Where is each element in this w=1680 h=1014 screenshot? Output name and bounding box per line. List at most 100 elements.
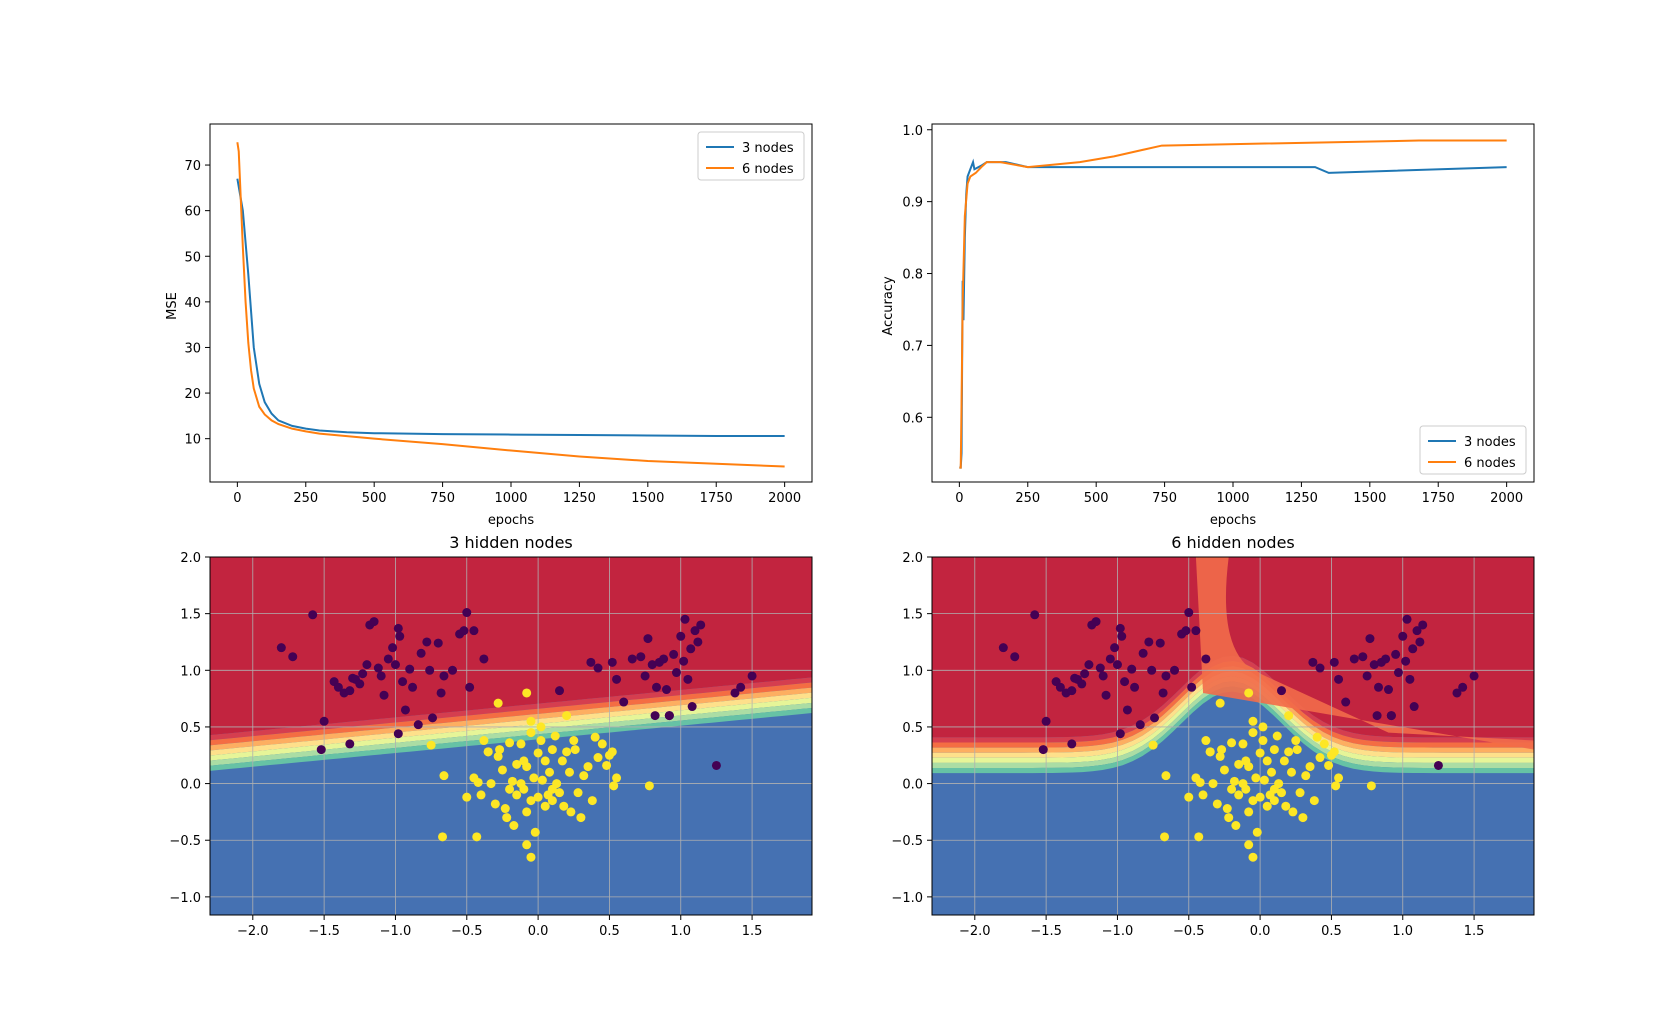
y-tick-label: 2.0	[180, 551, 201, 566]
point-class-0	[1095, 663, 1105, 673]
point-class-1	[1305, 762, 1315, 772]
point-class-1	[1244, 840, 1254, 850]
point-class-1	[1284, 747, 1294, 757]
x-tick-label: 0.5	[1321, 924, 1342, 939]
y-tick-label: 1.0	[902, 124, 923, 139]
point-class-0	[1158, 688, 1168, 698]
point-class-1	[426, 740, 436, 750]
point-class-1	[1331, 781, 1341, 791]
point-class-1	[537, 775, 547, 785]
point-class-1	[570, 745, 580, 755]
point-class-0	[612, 674, 622, 684]
legend-label: 3 nodes	[742, 141, 794, 156]
x-tick-label: 2000	[1490, 491, 1523, 506]
point-class-1	[493, 751, 503, 761]
point-class-0	[1381, 654, 1391, 664]
point-class-1	[1238, 739, 1248, 749]
point-class-0	[425, 665, 435, 675]
point-class-0	[687, 702, 697, 712]
x-tick-label: 1.0	[670, 924, 691, 939]
point-class-1	[1234, 790, 1244, 800]
point-class-1	[1212, 799, 1222, 809]
y-tick-label: 0.0	[180, 778, 201, 793]
x-tick-label: 500	[362, 491, 387, 506]
point-class-0	[459, 626, 469, 636]
point-class-0	[1433, 760, 1443, 770]
point-class-1	[1258, 736, 1268, 746]
point-class-1	[576, 813, 586, 823]
point-class-0	[369, 617, 379, 627]
point-class-1	[1309, 796, 1319, 806]
point-class-1	[1295, 788, 1305, 798]
point-class-1	[1252, 827, 1262, 837]
point-class-0	[1349, 654, 1359, 664]
point-class-0	[690, 626, 700, 636]
point-class-0	[390, 660, 400, 670]
point-class-0	[1038, 745, 1048, 755]
point-class-0	[679, 656, 689, 666]
legend-label: 6 nodes	[1464, 456, 1516, 471]
point-class-1	[557, 756, 567, 766]
point-class-1	[1315, 753, 1325, 763]
point-class-0	[319, 716, 329, 726]
point-class-0	[1398, 631, 1408, 641]
point-class-0	[1147, 665, 1157, 675]
point-class-1	[1312, 732, 1322, 742]
point-class-0	[379, 690, 389, 700]
point-class-0	[288, 652, 298, 662]
point-class-1	[493, 698, 503, 708]
mse-ylabel: MSE	[165, 292, 180, 320]
y-tick-label: 1.5	[902, 608, 923, 623]
y-tick-label: 0.0	[902, 778, 923, 793]
point-class-1	[1258, 722, 1268, 732]
y-tick-label: 0.6	[902, 411, 923, 426]
point-class-0	[1308, 657, 1318, 667]
point-class-1	[612, 773, 622, 783]
point-class-1	[1277, 788, 1287, 798]
point-class-0	[1372, 711, 1382, 721]
point-class-1	[644, 781, 654, 791]
y-tick-label: 20	[184, 387, 201, 402]
point-class-0	[405, 664, 415, 674]
point-class-1	[1267, 767, 1277, 777]
point-class-1	[526, 716, 536, 726]
y-tick-label: 50	[184, 250, 201, 265]
point-class-1	[1205, 747, 1215, 757]
point-class-0	[643, 634, 653, 644]
y-tick-label: −0.5	[169, 834, 201, 849]
x-tick-label: 1500	[1353, 491, 1386, 506]
point-class-0	[1155, 638, 1165, 648]
point-class-1	[564, 767, 574, 777]
point-class-0	[640, 671, 650, 681]
point-class-1	[479, 736, 489, 746]
point-class-1	[1248, 852, 1258, 862]
point-class-0	[1144, 637, 1154, 647]
point-class-0	[1120, 677, 1130, 687]
point-class-1	[509, 821, 519, 830]
point-class-1	[505, 738, 515, 748]
point-class-0	[465, 682, 475, 692]
point-class-0	[593, 663, 603, 673]
point-class-1	[1161, 771, 1171, 781]
point-class-1	[540, 756, 550, 766]
point-class-1	[522, 762, 532, 772]
point-class-0	[448, 665, 458, 675]
point-class-1	[609, 781, 619, 791]
point-class-0	[652, 682, 662, 692]
point-class-0	[586, 657, 596, 667]
point-class-0	[1358, 652, 1368, 662]
x-tick-label: 0.0	[1250, 924, 1271, 939]
point-class-1	[486, 779, 496, 789]
point-class-0	[408, 682, 418, 692]
point-class-0	[1117, 631, 1127, 641]
point-class-0	[393, 623, 403, 633]
point-class-1	[1248, 796, 1258, 806]
point-class-0	[1402, 614, 1412, 624]
point-class-1	[533, 748, 543, 758]
y-tick-label: 0.8	[902, 268, 923, 283]
point-class-0	[1055, 682, 1065, 692]
x-tick-label: 0.5	[599, 924, 620, 939]
point-class-1	[1217, 745, 1227, 755]
point-class-0	[1452, 688, 1462, 698]
point-class-1	[530, 827, 540, 837]
